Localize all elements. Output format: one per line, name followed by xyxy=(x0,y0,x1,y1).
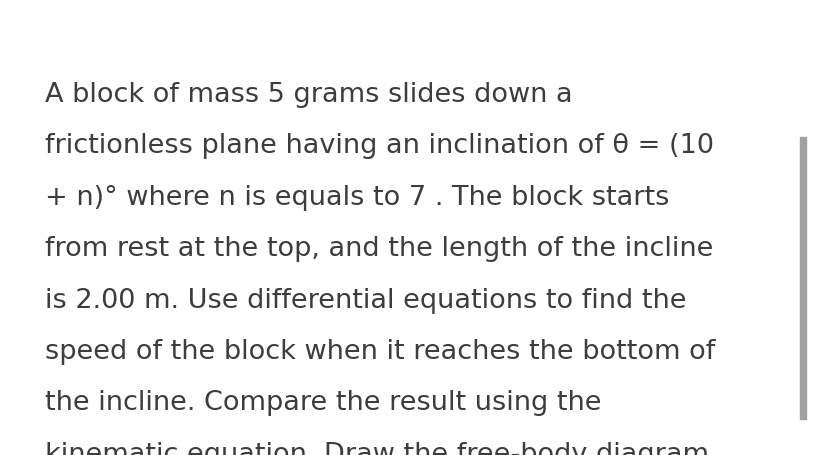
Text: A block of mass 5 grams slides down a: A block of mass 5 grams slides down a xyxy=(45,82,573,108)
Text: the incline. Compare the result using the: the incline. Compare the result using th… xyxy=(45,390,602,416)
Text: speed of the block when it reaches the bottom of: speed of the block when it reaches the b… xyxy=(45,339,715,365)
Text: is 2.00 m. Use differential equations to find the: is 2.00 m. Use differential equations to… xyxy=(45,288,687,313)
Text: from rest at the top, and the length of the incline: from rest at the top, and the length of … xyxy=(45,236,714,262)
Text: kinematic equation. Draw the free-body diagram.: kinematic equation. Draw the free-body d… xyxy=(45,442,718,455)
Bar xyxy=(800,136,806,419)
Text: + n)° where n is equals to 7 . The block starts: + n)° where n is equals to 7 . The block… xyxy=(45,185,670,211)
Text: frictionless plane having an inclination of θ = (10: frictionless plane having an inclination… xyxy=(45,133,715,159)
